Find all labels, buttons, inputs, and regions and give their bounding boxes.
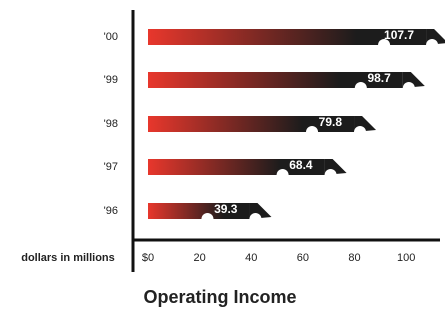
value-label: 79.8 bbox=[319, 115, 343, 129]
y-tick-label: '98 bbox=[104, 118, 118, 130]
y-tick-label: '00 bbox=[104, 31, 118, 43]
x-tick-label: 80 bbox=[348, 252, 360, 264]
y-tick-label: '97 bbox=[104, 161, 118, 173]
chart-title: Operating Income bbox=[143, 287, 296, 307]
value-label: 107.7 bbox=[384, 28, 414, 42]
x-tick-label: 60 bbox=[297, 252, 309, 264]
x-tick-label: 40 bbox=[245, 252, 257, 264]
value-label: 98.7 bbox=[367, 71, 391, 85]
value-label: 68.4 bbox=[289, 158, 313, 172]
x-tick-label: 100 bbox=[397, 252, 415, 264]
y-tick-label: '96 bbox=[104, 205, 118, 217]
chart: dollars in millions Operating Income $0 2… bbox=[0, 0, 445, 312]
x-tick-label: $0 bbox=[142, 252, 154, 264]
x-axis-label: dollars in millions bbox=[21, 252, 115, 264]
value-label: 39.3 bbox=[214, 202, 238, 216]
x-tick-label: 20 bbox=[194, 252, 206, 264]
y-tick-label: '99 bbox=[104, 74, 118, 86]
